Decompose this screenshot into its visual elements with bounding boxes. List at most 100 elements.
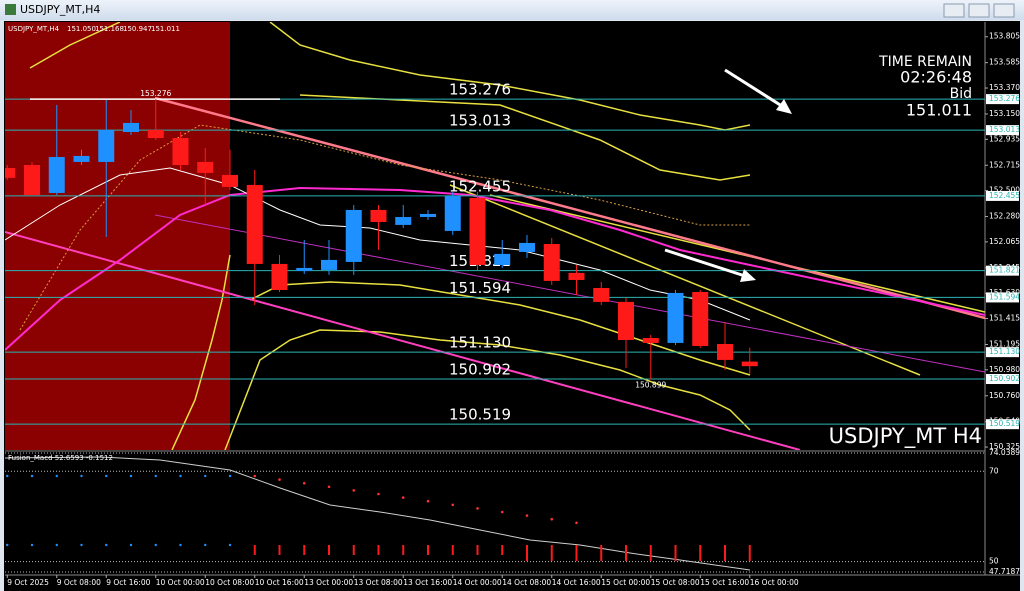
level-tag-label: 153.276 <box>989 94 1020 103</box>
x-tick-label: 14 Oct 16:00 <box>552 578 601 587</box>
y-tick-label: 152.500 <box>989 186 1020 195</box>
hist-dot <box>105 543 108 547</box>
hist-bar <box>699 545 702 561</box>
macd-line <box>5 456 751 571</box>
x-tick-label: 15 Oct 08:00 <box>651 578 700 587</box>
close-button[interactable] <box>993 3 1015 18</box>
hist-bar <box>724 545 726 561</box>
level-label: 152.455 <box>449 177 511 195</box>
arrow-head <box>740 269 756 282</box>
candle-body <box>24 165 40 195</box>
level-tag-label: 150.902 <box>989 374 1020 383</box>
signal-dot <box>228 474 232 478</box>
maximize-button[interactable] <box>968 3 990 18</box>
indicator-panel <box>5 452 985 573</box>
y-tick-label: 152.715 <box>989 160 1020 169</box>
high-annotation: 153.276 <box>140 89 171 98</box>
hist-bar <box>649 545 652 561</box>
x-tick-label: 9 Oct 2025 <box>7 578 49 587</box>
candle-body <box>494 253 511 266</box>
candle-body <box>692 292 709 347</box>
candle-body <box>519 242 535 252</box>
ohlc-label: 150.947 <box>123 25 152 33</box>
y2-tick-label: 50 <box>989 557 999 566</box>
window-title: USDJPY_MT,H4 <box>20 3 100 16</box>
signal-dot <box>525 514 529 517</box>
candle-body <box>197 161 214 173</box>
x-tick-label: 13 Oct 16:00 <box>403 578 452 587</box>
hist-dot <box>6 543 9 547</box>
candle-body <box>593 287 610 302</box>
band-lower <box>224 329 751 450</box>
level-tag-label: 151.821 <box>989 266 1020 275</box>
y-tick-label: 153.150 <box>989 109 1020 118</box>
candle-body <box>543 244 560 281</box>
level-label: 151.594 <box>449 279 511 297</box>
level-label: 153.013 <box>449 112 511 130</box>
candle-body <box>246 184 263 264</box>
x-tick-label: 13 Oct 00:00 <box>304 578 353 587</box>
hist-dot <box>30 543 34 547</box>
candle-body <box>321 259 337 270</box>
signal-dot <box>401 496 405 499</box>
band-upper <box>269 22 751 131</box>
candle-body <box>345 209 362 262</box>
x-tick-label: 16 Oct 00:00 <box>750 578 799 587</box>
bid-value: 151.011 <box>906 101 972 120</box>
y-tick-label: 152.280 <box>989 212 1020 221</box>
signal-dot <box>327 485 331 489</box>
y-tick-label: 151.195 <box>989 339 1020 348</box>
signal-dot <box>55 474 58 478</box>
session-shade <box>5 22 230 450</box>
timer-label: TIME REMAIN <box>878 54 972 70</box>
hist-bar <box>748 545 751 561</box>
hist-dot <box>154 543 157 547</box>
candle-body <box>395 217 412 225</box>
hist-bar <box>427 545 429 555</box>
signal-dot <box>550 517 554 521</box>
band-middle <box>249 281 751 376</box>
hist-bar <box>303 545 306 555</box>
band-mid-upper <box>299 94 751 181</box>
candle-body <box>568 272 585 280</box>
timer-value: 02:26:48 <box>900 68 972 87</box>
minimize-button[interactable] <box>943 3 965 18</box>
y-tick-label: 152.065 <box>989 237 1020 246</box>
hist-bar <box>600 545 603 561</box>
hist-bar <box>402 545 405 555</box>
y-tick-label: 153.585 <box>989 58 1020 67</box>
signal-dot <box>500 510 504 514</box>
trend-line <box>5 231 801 450</box>
level-tag <box>986 374 1019 385</box>
candle-body <box>444 196 461 231</box>
hist-bar <box>451 545 454 555</box>
level-label: 151.130 <box>449 334 511 352</box>
signal-dot <box>575 521 578 525</box>
level-tag <box>986 265 1019 276</box>
candle-body <box>370 209 387 222</box>
hist-dot <box>55 543 58 547</box>
signal-dot <box>179 474 182 478</box>
indicator-label: Fusion_Macd 52.6593 -0.1512 <box>8 454 113 462</box>
arrow-head <box>776 99 792 114</box>
indicator-overlays <box>5 22 985 450</box>
hist-bar <box>625 545 627 561</box>
candle-body <box>271 263 288 291</box>
hist-bar <box>501 545 504 555</box>
window-icon <box>5 4 16 15</box>
level-label: 153.276 <box>449 81 511 99</box>
candle-body <box>222 174 238 187</box>
hist-dot <box>204 543 207 547</box>
level-tag <box>986 190 1019 201</box>
signal-dot <box>377 492 380 496</box>
candle-body <box>123 122 139 133</box>
signal-dot <box>253 474 257 478</box>
candle-body <box>296 267 313 272</box>
signal-dot <box>105 474 108 478</box>
hist-bar <box>550 545 553 561</box>
x-tick-label: 15 Oct 00:00 <box>601 578 650 587</box>
x-tick-label: 9 Oct 08:00 <box>57 578 101 587</box>
y-tick-label: 150.980 <box>989 365 1020 374</box>
